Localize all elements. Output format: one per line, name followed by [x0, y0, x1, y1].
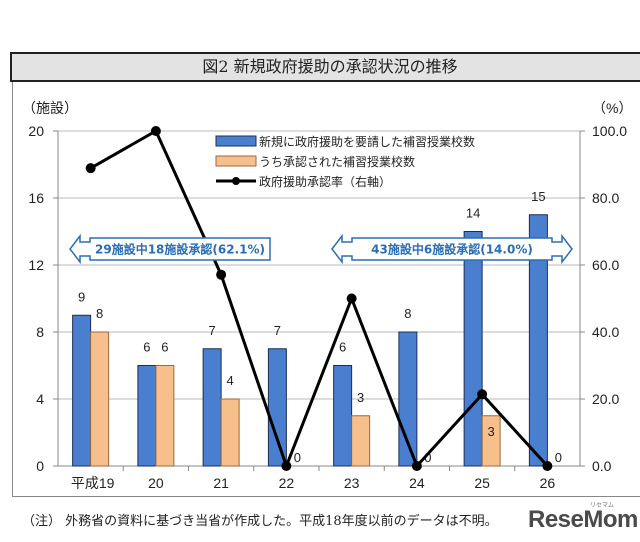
x-axis-label: 26 — [540, 475, 556, 491]
left-axis-unit: （施設） — [22, 100, 78, 116]
bar-label-approved: 3 — [488, 424, 495, 439]
bar-requested — [202, 348, 222, 467]
approval-rate-marker — [477, 389, 488, 400]
approval-rate-marker — [150, 126, 161, 136]
legend-swatch — [215, 155, 257, 167]
right-axis-label: 20.0 — [592, 391, 619, 407]
bar-label-requested: 7 — [274, 323, 281, 338]
bar-label-requested: 7 — [209, 323, 216, 338]
right-axis-label: 0.0 — [592, 458, 612, 474]
watermark-logo: ReseMom — [528, 506, 638, 533]
bar-requested — [137, 365, 157, 467]
bar-label-requested: 8 — [404, 306, 411, 321]
left-axis-label: 8 — [36, 324, 44, 340]
callout-left-arrow — [69, 233, 271, 265]
bar-approved — [155, 365, 175, 467]
right-axis-label: 80.0 — [592, 190, 619, 206]
approval-rate-marker — [542, 461, 553, 471]
bar-label-requested: 6 — [339, 340, 346, 355]
bar-approved — [220, 398, 240, 467]
bar-approved — [90, 331, 110, 467]
left-axis-label: 20 — [28, 123, 44, 139]
bar-requested — [72, 314, 92, 467]
bar-label-requested: 9 — [78, 289, 85, 304]
right-axis-label: 100.0 — [592, 123, 627, 139]
bar-requested — [333, 365, 353, 467]
bar-requested — [463, 231, 483, 467]
bar-approved — [481, 415, 501, 467]
right-axis-unit: （%） — [592, 100, 632, 116]
callout-right-arrow — [331, 233, 573, 265]
x-axis-label: 22 — [279, 475, 295, 491]
legend-item-label: 政府援助承認率（右軸） — [259, 174, 391, 189]
bar-label-approved: 8 — [96, 306, 103, 321]
callout-right-text: 43施設中6施設承認(14.0%) — [371, 242, 533, 257]
bar-label-approved: 3 — [357, 390, 364, 405]
right-axis-label: 60.0 — [592, 257, 619, 273]
approval-rate-marker — [346, 293, 357, 304]
bar-requested — [528, 214, 548, 467]
left-axis-label: 0 — [36, 458, 44, 474]
approval-rate-marker — [411, 461, 422, 471]
bar-label-approved: 0 — [424, 450, 431, 465]
approval-rate-marker — [281, 461, 292, 471]
legend-item-label: 新規に政府援助を要請した補習授業校数 — [259, 134, 475, 149]
watermark-sub: リセマム — [590, 502, 615, 509]
x-axis-label: 平成19 — [71, 475, 115, 491]
chart-title: 図2 新規政府援助の承認状況の推移 — [10, 52, 640, 82]
footnote: （注） 外務省の資料に基づき当省が作成した。平成18年度以前のデータは不明。 — [22, 514, 498, 529]
left-axis-label: 16 — [28, 190, 44, 206]
bar-label-approved: 0 — [294, 450, 301, 465]
bar-label-approved: 4 — [227, 373, 234, 388]
chart-frame — [12, 52, 640, 497]
left-axis-label: 4 — [36, 391, 44, 407]
x-axis-label: 25 — [474, 475, 490, 491]
approval-rate-marker — [216, 269, 227, 280]
x-axis-label: 24 — [409, 475, 425, 491]
bar-label-requested: 15 — [531, 189, 545, 204]
bar-label-approved: 0 — [555, 450, 562, 465]
left-axis-label: 12 — [28, 257, 44, 273]
callout-left-text: 29施設中18施設承認(62.1%) — [95, 242, 265, 257]
x-axis-label: 23 — [344, 475, 360, 491]
legend-marker — [232, 177, 240, 185]
right-axis-label: 40.0 — [592, 324, 619, 340]
bar-label-requested: 14 — [466, 206, 480, 221]
bar-approved — [351, 415, 371, 467]
approval-rate-marker — [85, 163, 96, 174]
legend-swatch — [215, 135, 257, 147]
bar-label-approved: 6 — [161, 340, 168, 355]
legend-item-label: うち承認された補習授業校数 — [259, 154, 415, 169]
x-axis-label: 20 — [148, 475, 164, 491]
bar-label-requested: 6 — [143, 340, 150, 355]
bar-requested — [267, 348, 287, 467]
x-axis-label: 21 — [213, 475, 229, 491]
approval-rate-line — [89, 128, 549, 471]
